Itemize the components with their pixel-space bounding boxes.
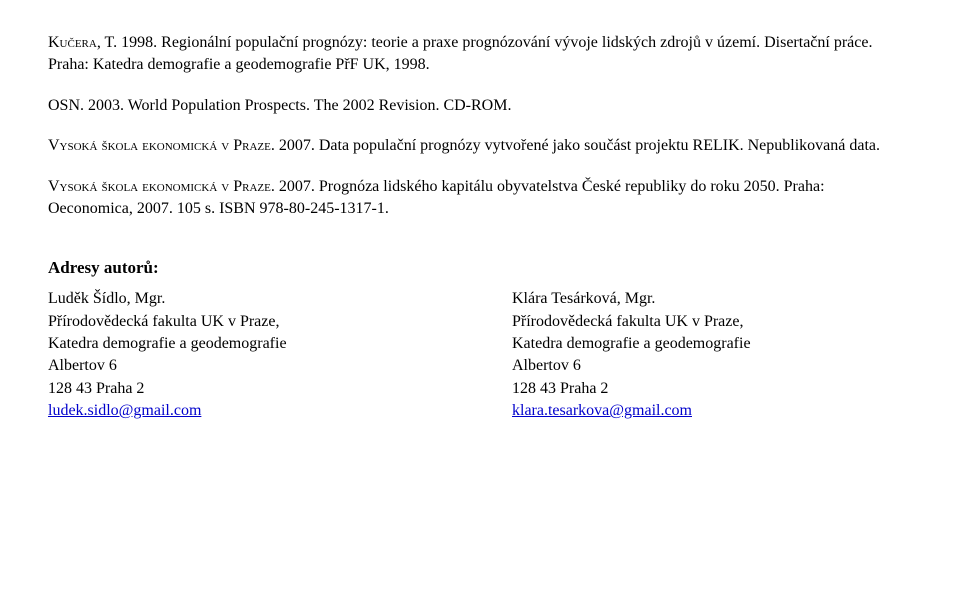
authors-container: Luděk Šídlo, Mgr. Přírodovědecká fakulta… bbox=[48, 288, 912, 422]
author-department: Katedra demografie a geodemografie bbox=[512, 333, 912, 355]
author-street: Albertov 6 bbox=[512, 355, 912, 377]
author-block: Luděk Šídlo, Mgr. Přírodovědecká fakulta… bbox=[48, 288, 448, 422]
reference-text: OSN. 2003. World Population Prospects. T… bbox=[48, 97, 511, 114]
reference-author: Kučera bbox=[48, 34, 97, 51]
author-department: Katedra demografie a geodemografie bbox=[48, 333, 448, 355]
reference-text: , T. 1998. Regionální populační prognózy… bbox=[48, 34, 872, 73]
author-name: Klára Tesárková, Mgr. bbox=[512, 288, 912, 310]
author-block: Klára Tesárková, Mgr. Přírodovědecká fak… bbox=[512, 288, 912, 422]
reference-text: . 2007. Data populační prognózy vytvořen… bbox=[271, 137, 880, 154]
author-city: 128 43 Praha 2 bbox=[512, 378, 912, 400]
reference-author: Vysoká škola ekonomická v Praze bbox=[48, 178, 271, 195]
author-email-link[interactable]: ludek.sidlo@gmail.com bbox=[48, 402, 201, 419]
reference-item: OSN. 2003. World Population Prospects. T… bbox=[48, 95, 912, 117]
reference-item: Kučera, T. 1998. Regionální populační pr… bbox=[48, 32, 912, 77]
author-name: Luděk Šídlo, Mgr. bbox=[48, 288, 448, 310]
addresses-heading: Adresy autorů: bbox=[48, 256, 912, 280]
author-affiliation: Přírodovědecká fakulta UK v Praze, bbox=[48, 311, 448, 333]
reference-item: Vysoká škola ekonomická v Praze. 2007. P… bbox=[48, 176, 912, 221]
author-street: Albertov 6 bbox=[48, 355, 448, 377]
reference-author: Vysoká škola ekonomická v Praze bbox=[48, 137, 271, 154]
author-affiliation: Přírodovědecká fakulta UK v Praze, bbox=[512, 311, 912, 333]
author-city: 128 43 Praha 2 bbox=[48, 378, 448, 400]
reference-item: Vysoká škola ekonomická v Praze. 2007. D… bbox=[48, 135, 912, 157]
author-email-link[interactable]: klara.tesarkova@gmail.com bbox=[512, 402, 692, 419]
